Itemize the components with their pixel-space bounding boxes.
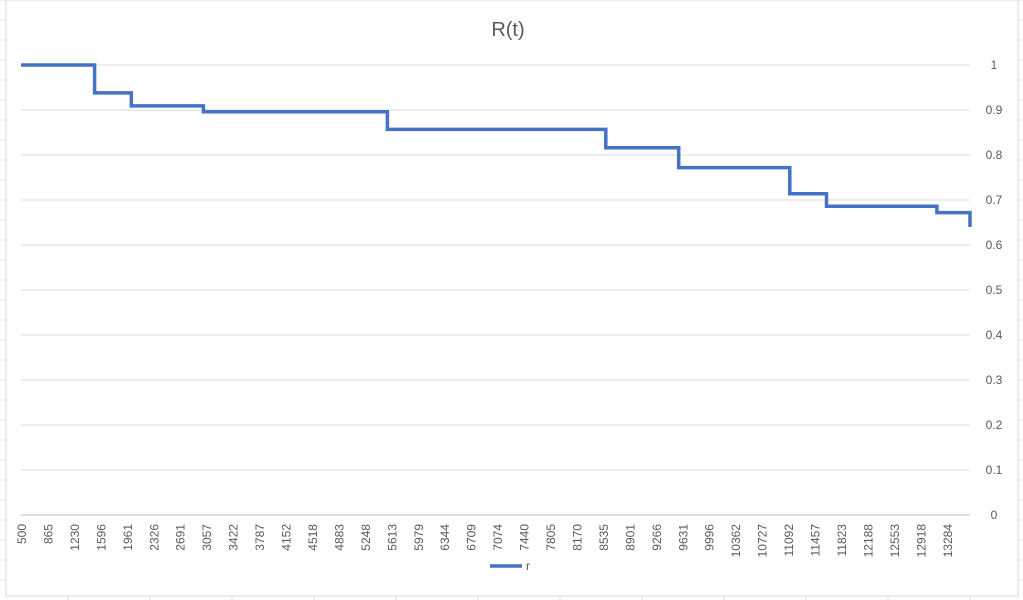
x-tick-label: 6344 (438, 524, 452, 551)
x-tick-label: 10362 (729, 524, 743, 558)
x-tick-label: 4152 (280, 524, 294, 551)
x-tick-label: 1961 (121, 524, 135, 551)
x-tick-label: 2691 (174, 524, 188, 551)
x-tick-label: 4883 (332, 524, 346, 551)
y-tick-label: 0.1 (986, 463, 1003, 477)
chart-area[interactable] (5, 0, 1019, 597)
x-tick-label: 2326 (147, 524, 161, 551)
x-tick-label: 7440 (518, 524, 532, 551)
x-tick-label: 3787 (253, 524, 267, 551)
y-tick-label: 0.7 (986, 193, 1003, 207)
x-tick-label: 500 (15, 524, 29, 544)
y-tick-label: 0.6 (986, 238, 1003, 252)
x-tick-label: 9631 (676, 524, 690, 551)
y-tick-label: 0.2 (986, 418, 1003, 432)
x-tick-label: 8535 (597, 524, 611, 551)
x-tick-label: 1230 (68, 524, 82, 551)
x-tick-label: 11092 (782, 524, 796, 557)
x-tick-label: 11823 (835, 524, 849, 557)
y-tick-label: 1 (991, 58, 998, 72)
y-tick-label: 0 (991, 508, 998, 522)
x-tick-label: 4518 (306, 524, 320, 551)
x-tick-label: 3057 (200, 524, 214, 551)
x-tick-label: 7074 (491, 524, 505, 551)
x-tick-label: 9266 (650, 524, 664, 551)
series-layer (21, 63, 972, 227)
legend[interactable]: r (490, 559, 530, 573)
y-tick-label: 0.4 (986, 328, 1003, 342)
x-tick-label: 13284 (941, 524, 955, 558)
x-tick-label: 10727 (756, 524, 770, 558)
x-tick-label: 12553 (888, 524, 902, 558)
legend-label-r: r (526, 559, 530, 573)
x-tick-label: 8901 (623, 524, 637, 551)
x-tick-label: 3422 (227, 524, 241, 551)
x-tick-label: 9996 (703, 524, 717, 551)
series-line-r[interactable] (21, 63, 972, 227)
y-tick-label: 0.3 (986, 373, 1003, 387)
x-tick-label: 5613 (385, 524, 399, 551)
y-tick-label: 0.5 (986, 283, 1003, 297)
x-tick-label: 12918 (914, 524, 928, 558)
x-tick-label: 5248 (359, 524, 373, 551)
x-tick-label: 5979 (412, 524, 426, 551)
chart-title: R(t) (491, 19, 524, 41)
y-tick-label: 0.8 (986, 148, 1003, 162)
y-tick-label: 0.9 (986, 103, 1003, 117)
gridlines (21, 64, 970, 516)
y-axis-tick-labels: 0 0.1 0.2 0.3 0.4 0.5 0.6 0.7 0.8 0.9 1 (986, 58, 1003, 522)
x-tick-label: 1596 (94, 524, 108, 551)
x-tick-label: 865 (41, 524, 55, 544)
x-tick-label: 7805 (544, 524, 558, 551)
x-tick-label: 11457 (809, 524, 823, 557)
x-tick-label: 12188 (861, 524, 875, 558)
x-tick-label: 6709 (465, 524, 479, 551)
x-tick-label: 8170 (570, 524, 584, 551)
x-axis-tick-labels: 500 865 1230 1596 1961 2326 2691 3057 3422 3787 41… (15, 524, 955, 558)
